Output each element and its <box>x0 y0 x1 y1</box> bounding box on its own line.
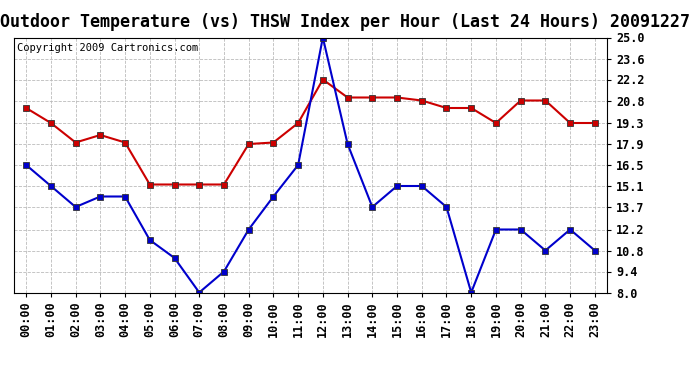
Text: Outdoor Temperature (vs) THSW Index per Hour (Last 24 Hours) 20091227: Outdoor Temperature (vs) THSW Index per … <box>0 13 690 31</box>
Text: Copyright 2009 Cartronics.com: Copyright 2009 Cartronics.com <box>17 43 198 52</box>
